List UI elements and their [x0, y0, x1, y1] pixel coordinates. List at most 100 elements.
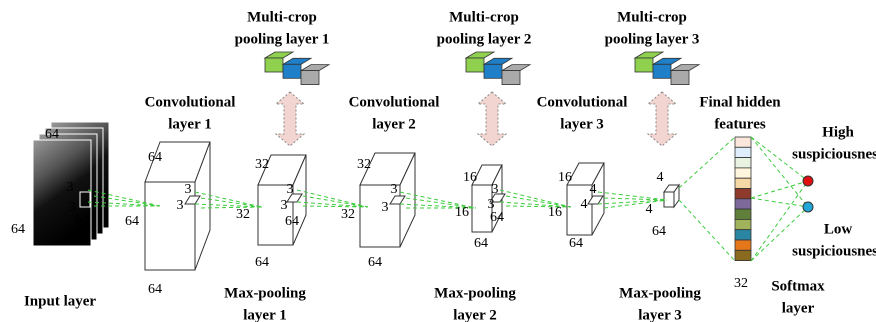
link: [303, 196, 368, 207]
pool-label: Max-pooling: [224, 285, 306, 301]
multi-crop-label: pooling layer 3: [605, 31, 700, 47]
crop-block: [283, 58, 311, 64]
crop-block: [301, 65, 329, 71]
conv-label: Convolutional: [537, 94, 628, 110]
input-slice: [33, 140, 91, 246]
conv-label: layer 3: [560, 116, 603, 132]
dimension: 4: [657, 170, 664, 185]
conv-label: Convolutional: [349, 94, 440, 110]
softmax-label: Softmax: [771, 278, 825, 294]
features-label: features: [714, 116, 766, 132]
crop-block: [283, 64, 301, 78]
dimension: 3: [382, 200, 389, 215]
crop-block: [502, 71, 520, 85]
dimension: 4: [590, 182, 597, 197]
crop-block: [502, 65, 530, 71]
dimension: 64: [148, 282, 162, 297]
pool-label: Max-pooling: [619, 285, 701, 301]
crop-block: [671, 71, 689, 85]
arrow: [478, 92, 506, 146]
feature-cell: [735, 240, 751, 250]
dimension: 3: [492, 182, 499, 197]
dimension: 3: [287, 182, 294, 197]
link: [679, 200, 735, 261]
crop-block: [635, 52, 663, 58]
link: [751, 198, 808, 207]
dimension: 3: [281, 198, 288, 213]
features-label: Final hidden: [699, 94, 781, 110]
link: [679, 137, 735, 188]
feature-cell: [735, 147, 751, 157]
feature-cell: [735, 209, 751, 219]
dimension: 16: [558, 170, 572, 185]
dimension: 32: [341, 207, 355, 222]
multi-crop-label: Multi-crop: [617, 9, 687, 25]
arrow: [276, 92, 304, 146]
output-low: [803, 202, 813, 212]
link: [598, 200, 667, 204]
dimension: 3: [185, 182, 192, 197]
dimension: 64: [75, 212, 89, 227]
softmax-label: layer: [782, 300, 815, 316]
feature-map: [567, 185, 592, 235]
dimension: 64: [490, 210, 504, 225]
dimension: 64: [125, 214, 139, 229]
dimension: 64: [474, 236, 488, 251]
pool-label: layer 2: [453, 307, 496, 322]
dimension: 64: [148, 150, 162, 165]
dimension: 64: [368, 255, 382, 270]
link: [303, 206, 368, 207]
output-label: High: [822, 124, 854, 140]
link: [751, 181, 808, 198]
dimension: 32: [236, 207, 250, 222]
feature-cell: [735, 230, 751, 240]
feature-cell: [735, 137, 751, 147]
feature-cell: [735, 199, 751, 209]
dimension: 64: [285, 214, 299, 229]
crop-block: [265, 58, 283, 72]
conv-label: layer 2: [372, 116, 415, 132]
crop-block: [653, 64, 671, 78]
pool-label: layer 3: [638, 307, 681, 322]
feature-cell: [735, 219, 751, 229]
feature-cell: [735, 178, 751, 188]
conv-label: layer 1: [168, 116, 211, 132]
dimension: 32: [357, 157, 371, 172]
multi-crop-label: pooling layer 1: [235, 31, 330, 47]
crop-block: [265, 52, 293, 58]
feature-map: [664, 192, 674, 207]
dimension: 64: [652, 224, 666, 239]
crop-block: [466, 58, 484, 72]
crop-block: [484, 64, 502, 78]
dimension: 3: [67, 180, 74, 195]
dimension: 64: [255, 255, 269, 270]
crop-block: [671, 65, 699, 71]
output-high: [803, 176, 813, 186]
dimension: 32: [255, 157, 269, 172]
dimension: 16: [548, 205, 562, 220]
dimension: 64: [45, 127, 59, 142]
feature-cell: [735, 250, 751, 260]
input-label: Input layer: [24, 293, 96, 309]
conv-label: Convolutional: [145, 94, 236, 110]
multi-crop-label: pooling layer 2: [437, 31, 532, 47]
output-label: suspiciousness: [792, 146, 876, 162]
multi-crop-label: Multi-crop: [449, 9, 519, 25]
output-label: suspiciousness: [792, 243, 876, 259]
crop-block: [484, 58, 512, 64]
crop-block: [635, 58, 653, 72]
feature-cell: [735, 158, 751, 168]
dimension: 3: [177, 198, 184, 213]
dimension: 64: [11, 222, 25, 237]
diagram: Multi-crop pooling layer 1 Multi-crop pooli…: [0, 0, 876, 322]
dimension: 4: [581, 197, 588, 212]
dimension: 3: [391, 182, 398, 197]
arrow: [648, 92, 676, 146]
multi-crop-label: Multi-crop: [247, 9, 317, 25]
dimension: 32: [734, 276, 748, 291]
dimension: 16: [455, 205, 469, 220]
crop-block: [301, 71, 319, 85]
dimension: 16: [463, 170, 477, 185]
link: [604, 200, 667, 208]
crop-block: [653, 58, 681, 64]
